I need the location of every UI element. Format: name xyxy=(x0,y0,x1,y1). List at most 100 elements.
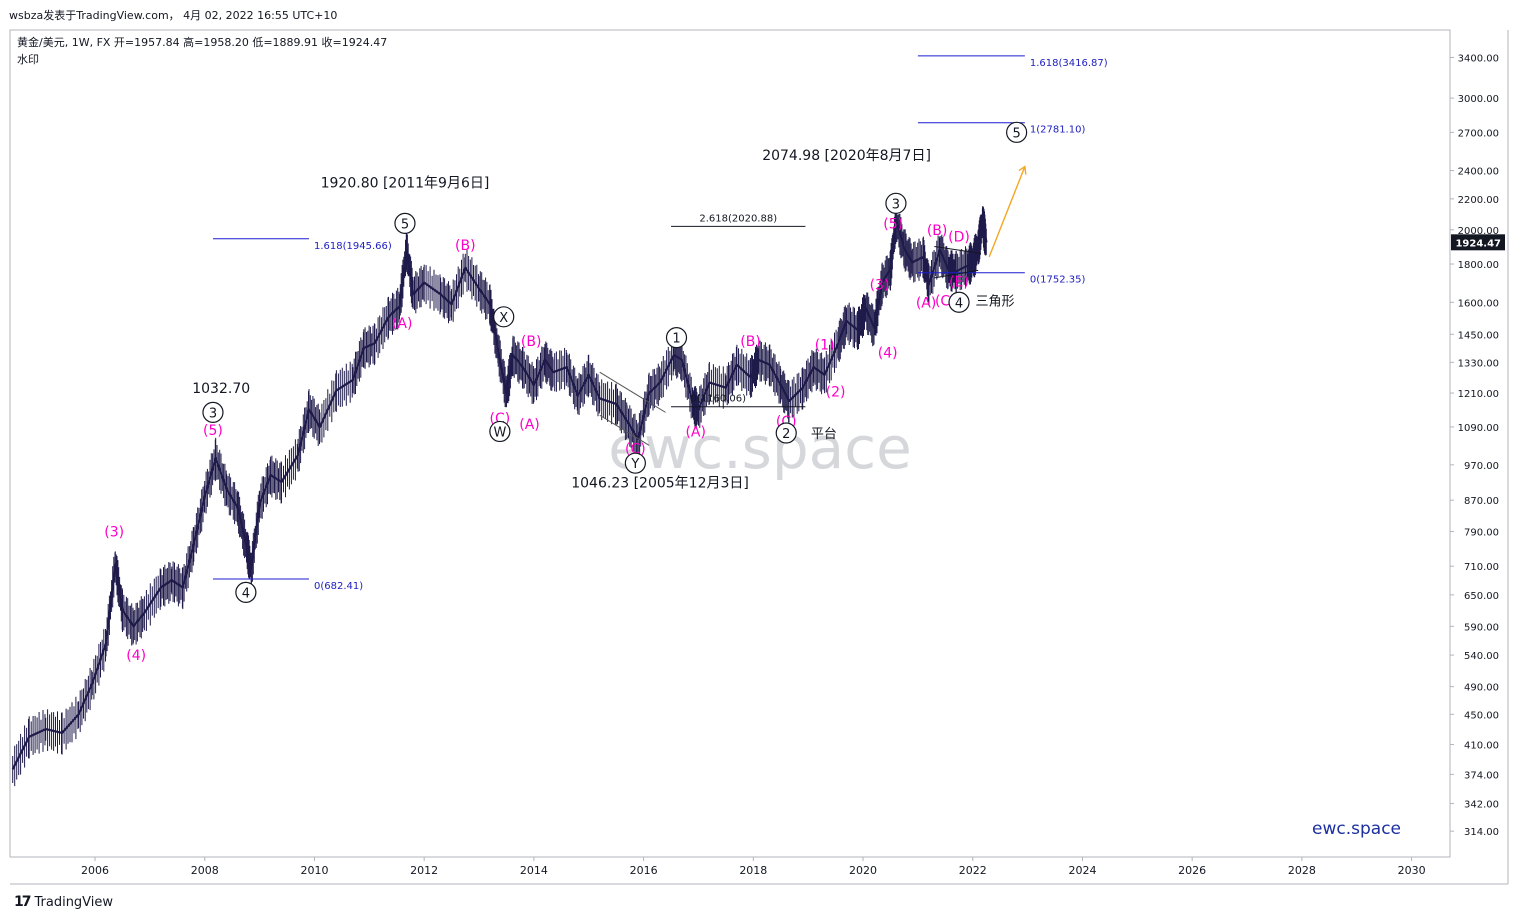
wave-circle xyxy=(493,306,515,328)
wave-label: (5) xyxy=(883,216,903,232)
wave-label: (4) xyxy=(126,648,146,664)
wave-circle xyxy=(202,401,224,423)
last-price-tag: 1924.47 xyxy=(1455,238,1501,249)
corner-mark: ewc.space xyxy=(1312,819,1401,839)
y-tick-label: 342.00 xyxy=(1464,799,1499,810)
wave-label-circled: 5 xyxy=(401,217,409,232)
last-price-tag-bg xyxy=(1451,234,1505,251)
wave-label: (A) xyxy=(916,295,937,311)
wedge-bottom-line xyxy=(599,414,650,446)
fib-level-label: 0(682.41) xyxy=(314,581,363,592)
triangle-bottom-line xyxy=(934,269,979,279)
wave-label-circled: Y xyxy=(630,457,639,472)
y-tick-label: 3400.00 xyxy=(1458,53,1499,64)
wave-circle xyxy=(1006,121,1028,143)
wave-label: (D) xyxy=(948,229,970,245)
x-tick-label: 2030 xyxy=(1398,864,1426,877)
y-tick-label: 2400.00 xyxy=(1458,167,1499,178)
wave-label: (2) xyxy=(826,385,846,401)
y-tick-label: 870.00 xyxy=(1464,496,1499,507)
y-tick-label: 540.00 xyxy=(1464,651,1499,662)
y-tick-label: 374.00 xyxy=(1464,770,1499,781)
wave-label: (E) xyxy=(949,275,969,291)
tradingview-brand[interactable]: 17 TradingView xyxy=(14,894,113,910)
price-annotation: 1920.80 [2011年9月6日] xyxy=(321,175,490,191)
triangle-top-line xyxy=(934,245,982,254)
brand-label: TradingView xyxy=(34,894,114,910)
x-tick-label: 2016 xyxy=(630,864,658,877)
wave-label: (C) xyxy=(625,442,646,458)
wave-label: (4) xyxy=(878,346,898,362)
wave-label: (A) xyxy=(519,417,540,433)
y-tick-label: 490.00 xyxy=(1464,683,1499,694)
symbol-ohlc-line[interactable]: 黄金/美元, 1W, FX 开=1957.84 高=1958.20 低=1889… xyxy=(17,36,388,49)
wave-circle xyxy=(885,192,907,214)
publish-header: wsbza发表于TradingView.com， 4月 02, 2022 16:… xyxy=(9,9,338,22)
y-tick-label: 2700.00 xyxy=(1458,128,1499,139)
price-annotation: 1032.70 xyxy=(192,381,250,397)
watermark-indicator-label[interactable]: 水印 xyxy=(17,53,39,66)
y-tick-label: 590.00 xyxy=(1464,622,1499,633)
x-tick-label: 2012 xyxy=(410,864,438,877)
y-tick-label: 410.00 xyxy=(1464,741,1499,752)
wave-label-circled: W xyxy=(493,425,506,440)
x-tick-label: 2014 xyxy=(520,864,548,877)
projection-arrow-head xyxy=(1018,165,1027,175)
fib-level-label: 1.618(3416.87) xyxy=(1030,58,1108,69)
y-tick-label: 1330.00 xyxy=(1458,358,1499,369)
wave-label-circled: X xyxy=(499,311,508,326)
x-tick-label: 2026 xyxy=(1178,864,1206,877)
y-tick-label: 650.00 xyxy=(1464,591,1499,602)
fib-level-label: 1(2781.10) xyxy=(1030,125,1086,136)
x-tick-label: 2018 xyxy=(739,864,767,877)
y-tick-label: 1210.00 xyxy=(1458,389,1499,400)
fib-level-label: 1.618(1945.66) xyxy=(314,241,392,252)
projection-arrow-line xyxy=(988,166,1026,258)
wave-label-circled: 1 xyxy=(672,332,680,347)
wave-label-circled: 3 xyxy=(209,406,217,421)
wave-label: (5) xyxy=(203,423,223,439)
wave-circle xyxy=(235,581,257,603)
y-tick-label: 970.00 xyxy=(1464,461,1499,472)
x-tick-label: 2010 xyxy=(300,864,328,877)
x-tick-label: 2024 xyxy=(1068,864,1096,877)
price-annotation: 2074.98 [2020年8月7日] xyxy=(762,148,931,164)
wave-circle xyxy=(489,420,511,443)
wave-label: (3) xyxy=(104,525,124,541)
y-tick-label: 2200.00 xyxy=(1458,195,1499,206)
wave-circle xyxy=(624,452,646,474)
wave-label-circled: 2 xyxy=(782,427,790,442)
wave-label: (3) xyxy=(870,278,890,294)
price-series-line xyxy=(11,219,988,770)
y-tick-label: 3000.00 xyxy=(1458,94,1499,105)
wave-label: (A) xyxy=(392,316,413,332)
x-tick-label: 2022 xyxy=(959,864,987,877)
wave-circle xyxy=(775,422,797,444)
y-tick-label: 1450.00 xyxy=(1458,330,1499,341)
y-tick-label: 1090.00 xyxy=(1458,423,1499,434)
y-tick-label: 314.00 xyxy=(1464,827,1499,838)
fib-level-label: 0(1160.06) xyxy=(690,394,746,405)
fib-level-label: 0(1752.35) xyxy=(1030,275,1086,286)
wave-label: (A) xyxy=(685,424,706,440)
y-tick-label: 1600.00 xyxy=(1458,298,1499,309)
wave-label-circled: 4 xyxy=(242,586,250,601)
x-tick-label: 2006 xyxy=(81,864,109,877)
x-tick-label: 2008 xyxy=(191,864,219,877)
wave-circle xyxy=(948,291,970,313)
wave-label: (B) xyxy=(521,334,542,350)
wedge-top-line xyxy=(599,371,666,413)
wave-label-text: 三角形 xyxy=(975,294,1014,309)
wave-label-circled: 3 xyxy=(892,197,900,212)
plot-border xyxy=(9,29,1451,858)
fib-level-label: 2.618(2020.88) xyxy=(699,213,777,224)
wave-circle xyxy=(394,212,416,234)
wave-circle xyxy=(665,327,688,349)
y-tick-label: 450.00 xyxy=(1464,710,1499,721)
watermark-text: ewc.space xyxy=(608,414,912,482)
wave-label: (1) xyxy=(815,337,835,353)
y-tick-label: 790.00 xyxy=(1464,528,1499,539)
y-tick-label: 1800.00 xyxy=(1458,260,1499,271)
